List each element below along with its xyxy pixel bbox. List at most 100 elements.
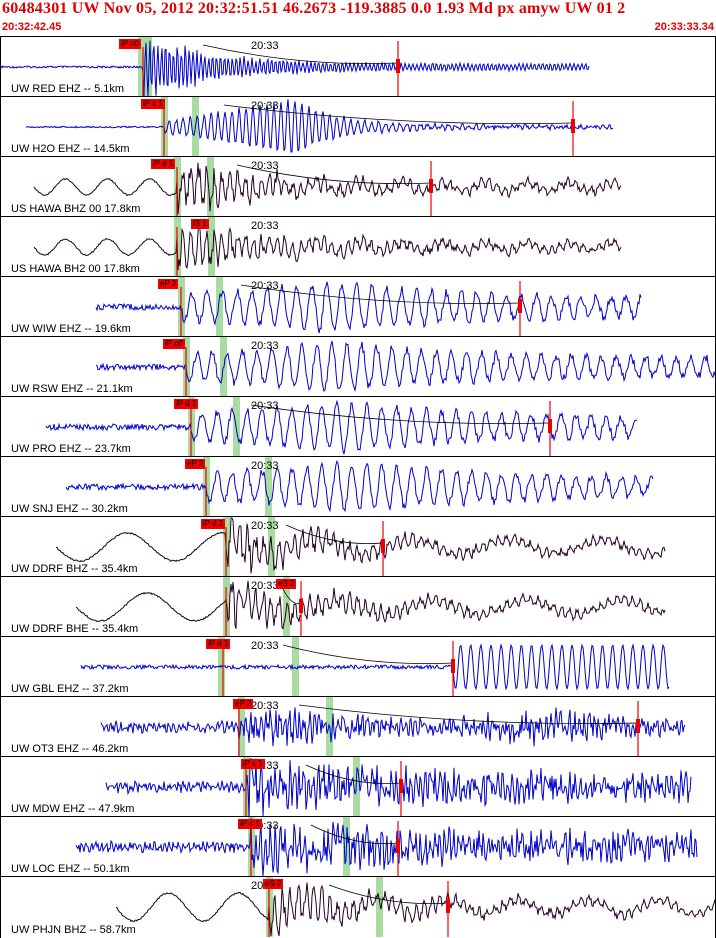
station-label: UW DDRF BHZ -- 35.4km (11, 563, 138, 575)
phase-pick-tag[interactable]: iS 1 (191, 219, 209, 229)
coda-envelope-curve (240, 284, 521, 305)
station-panel[interactable]: 20:33 iP d 1 US HAWA BHZ 00 17.8km (0, 156, 716, 217)
seismogram-trace-svg (33, 217, 622, 277)
coda-end-handle[interactable] (518, 299, 522, 313)
station-panel[interactable]: 20:33 iP d 1 UW PRO EHZ -- 23.7km (0, 396, 716, 457)
phase-pick-tag[interactable]: iP d 1 (206, 639, 231, 649)
phase-window-marker (208, 217, 215, 277)
coda-envelope-curve (282, 644, 454, 665)
station-label: US HAWA BH2 00 17.8km (11, 263, 140, 275)
coda-envelope-curve (202, 44, 399, 65)
waveform-trace (25, 99, 614, 153)
seismogram-trace-svg (75, 817, 698, 877)
end-time: 20:33:33.34 (654, 21, 714, 33)
seismogram-panels: 20:33 iP c0 UW RED EHZ -- 5.1km 20:33 iP c 1… (0, 36, 716, 938)
coda-end-handle[interactable] (399, 779, 403, 793)
station-panel[interactable]: 20:33 eP 2 UW SNJ EHZ -- 30.2km (0, 456, 716, 517)
seismogram-trace-svg (55, 517, 666, 577)
seismogram-trace-svg (45, 397, 638, 457)
waveform-trace (75, 817, 698, 877)
coda-end-handle[interactable] (636, 719, 640, 733)
station-panel[interactable]: 20:33 iP c0 UW RED EHZ -- 5.1km (0, 36, 716, 97)
phase-pick-tag[interactable]: eS 2 (276, 579, 297, 589)
minute-tick-label: 20:33 (251, 640, 279, 652)
coda-end-handle[interactable] (396, 839, 400, 853)
seismogram-trace-svg (105, 757, 692, 817)
coda-end-handle[interactable] (451, 659, 455, 673)
seismogram-trace-svg (100, 697, 686, 757)
coda-envelope-curve (236, 164, 432, 185)
phase-pick-tag[interactable]: iP c0 (119, 39, 141, 49)
coda-end-handle[interactable] (571, 119, 575, 133)
minute-tick-label: 20:33 (251, 580, 279, 592)
waveform-trace (105, 758, 692, 817)
station-panel[interactable]: 20:33 iP d 1 UW GBL EHZ -- 37.2km (0, 636, 716, 697)
phase-window-marker (376, 877, 383, 937)
phase-pick-tag[interactable]: iP d 1 (174, 399, 199, 409)
phase-pick-tag[interactable]: iP c 1 (141, 99, 165, 109)
coda-envelope-curve (250, 404, 551, 425)
waveform-trace (33, 222, 622, 270)
station-label: UW RSW EHZ -- 21.1km (11, 383, 133, 395)
station-label: UW MDW EHZ -- 47.9km (11, 803, 135, 815)
waveform-trace (95, 281, 642, 334)
seismogram-trace-svg (95, 277, 642, 337)
phase-window-marker (216, 277, 223, 337)
phase-pick-tag[interactable]: iP d 1 (201, 519, 226, 529)
coda-end-handle[interactable] (381, 539, 385, 553)
coda-end-handle[interactable] (396, 59, 400, 73)
waveform-trace (45, 399, 638, 455)
phase-pick-tag[interactable]: eP 2 (185, 459, 206, 469)
station-panel[interactable]: 20:33 iP c 1 UW LOC EHZ -- 50.1km (0, 816, 716, 877)
phase-window-marker (238, 697, 245, 757)
coda-end-handle[interactable] (429, 179, 433, 193)
phase-pick-tag[interactable]: iP c 1 (238, 819, 262, 829)
station-label: UW DDRF BHE -- 35.4km (11, 623, 139, 635)
station-panel[interactable]: 20:33 iP c0 UW RSW EHZ -- 21.1km (0, 336, 716, 397)
coda-end-handle[interactable] (299, 599, 303, 613)
waveform-trace (80, 643, 670, 691)
phase-pick-tag[interactable]: eP 2 (158, 279, 179, 289)
seismogram-trace-svg (65, 457, 654, 517)
phase-pick-tag[interactable]: eP 2 (233, 699, 254, 709)
station-panel[interactable]: 20:33 eP 2 UW OT3 EHZ -- 46.2km (0, 696, 716, 757)
station-panel[interactable]: 20:33 iP d 1 UW DDRF BHZ -- 35.4km (0, 516, 716, 577)
start-time: 20:32:42.45 (2, 21, 62, 33)
event-title: 60484301 UW Nov 05, 2012 20:32:51.51 46.… (2, 0, 626, 17)
station-panel[interactable]: 20:33 iP c 1 UW H2O EHZ -- 14.5km (0, 96, 716, 157)
station-panel[interactable]: 20:33 eP 2 UW WIW EHZ -- 19.6km (0, 276, 716, 337)
phase-window-marker (207, 157, 214, 217)
coda-envelope-curve (285, 524, 384, 544)
waveform-trace (65, 459, 654, 513)
minute-tick-label: 20:33 (251, 400, 279, 412)
plot-header: 60484301 UW Nov 05, 2012 20:32:51.51 46.… (0, 0, 716, 36)
seismogram-trace-svg (115, 877, 715, 937)
coda-end-handle[interactable] (446, 899, 450, 913)
station-label: UW PRO EHZ -- 23.7km (11, 443, 131, 455)
seismogram-trace-svg (75, 577, 666, 637)
phase-pick-tag[interactable]: eS 2 (263, 879, 284, 889)
waveform-trace (95, 340, 715, 393)
minute-tick-label: 20:33 (251, 700, 279, 712)
seismogram-trace-svg (80, 637, 670, 697)
phase-pick-tag[interactable]: iP d 1 (151, 159, 176, 169)
coda-envelope-curve (328, 884, 449, 905)
seismogram-trace-svg (33, 157, 622, 217)
seismogram-trace-svg (95, 337, 715, 397)
phase-pick-tag[interactable]: iP c0 (163, 339, 185, 349)
minute-tick-label: 20:33 (251, 220, 279, 232)
seismogram-trace-svg (1, 37, 590, 97)
phase-window-marker (265, 457, 272, 517)
phase-window-marker (292, 637, 299, 697)
minute-tick-label: 20:33 (251, 160, 279, 172)
station-panel[interactable]: 20:33 iS 1 US HAWA BH2 00 17.8km (0, 216, 716, 277)
coda-end-handle[interactable] (548, 419, 552, 433)
phase-pick-tag[interactable]: iP c 1 (241, 759, 265, 769)
coda-envelope-curve (223, 104, 574, 125)
station-panel[interactable]: 20:33 eS 2 UW DDRF BHE -- 35.4km (0, 576, 716, 637)
station-label: UW PHJN BHZ -- 58.7km (11, 924, 136, 936)
seismogram-trace-svg (25, 97, 614, 157)
station-label: UW RED EHZ -- 5.1km (11, 83, 125, 95)
